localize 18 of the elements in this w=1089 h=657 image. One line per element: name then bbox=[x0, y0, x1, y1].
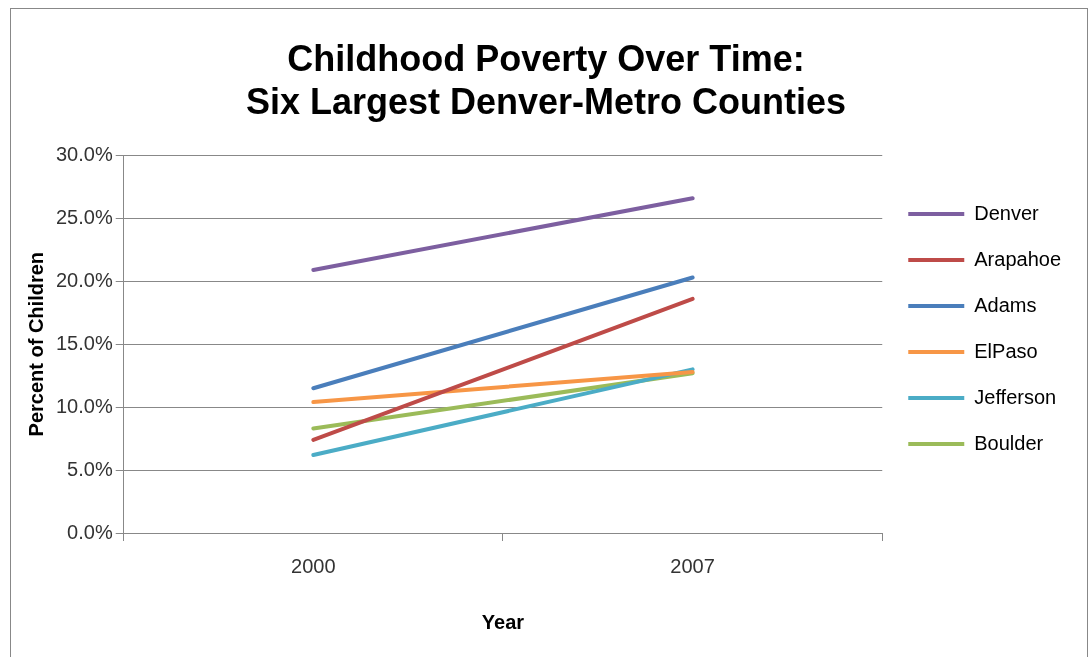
y-tick-label: 20.0% bbox=[55, 268, 113, 291]
y-tick-label: 0.0% bbox=[67, 520, 113, 543]
y-axis-title: Percent of Children bbox=[24, 251, 47, 437]
y-tick-label: 5.0% bbox=[67, 457, 113, 480]
legend-label: Arapahoe bbox=[974, 247, 1062, 270]
chart-title: Childhood Poverty Over Time: Six Largest Denver-Metro Counties bbox=[245, 37, 847, 122]
legend-label: Adams bbox=[974, 293, 1037, 316]
legend-label: Jefferson bbox=[974, 385, 1057, 408]
y-tick-label: 15.0% bbox=[55, 331, 113, 354]
y-tick-label: 30.0% bbox=[55, 142, 113, 165]
y-tick-label: 25.0% bbox=[55, 205, 113, 228]
x-tick-label: 2007 bbox=[670, 554, 715, 577]
legend-label: Denver bbox=[974, 201, 1040, 224]
x-tick-label: 2000 bbox=[291, 554, 336, 577]
legend-label: Boulder bbox=[974, 431, 1044, 454]
legend-label: ElPaso bbox=[974, 339, 1038, 362]
y-tick-label: 10.0% bbox=[55, 394, 113, 417]
x-axis-title: Year bbox=[481, 610, 525, 633]
